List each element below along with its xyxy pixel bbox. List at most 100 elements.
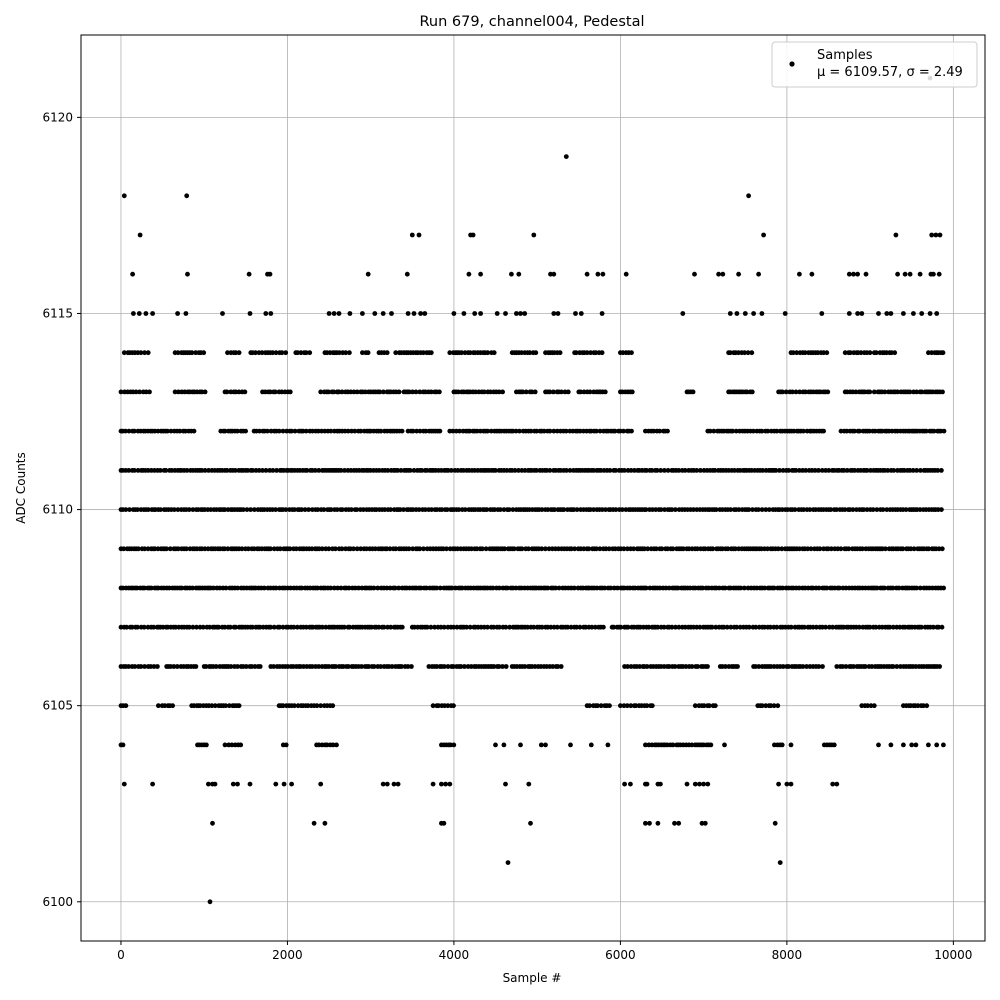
data-point [543,742,548,748]
data-point [727,311,733,316]
data-point [194,624,199,630]
data-point [890,585,896,591]
data-point [589,624,595,630]
data-point [516,468,521,473]
data-point [917,507,923,512]
data-point [337,350,342,356]
data-point [527,350,533,356]
data-point [831,742,837,748]
data-point [532,389,538,395]
data-point [520,389,526,395]
data-point [762,585,767,591]
data-point [733,428,739,434]
data-point [226,703,232,709]
data-point [328,507,334,512]
data-point [568,742,573,748]
data-point [816,585,822,591]
data-point [381,624,387,630]
data-point [759,311,765,316]
data-point [547,428,553,434]
data-point [824,585,830,591]
data-point [649,703,655,709]
data-point [846,311,852,316]
data-point [309,664,315,669]
data-point [721,624,727,630]
data-point [753,624,759,630]
data-point [705,664,710,669]
data-point [240,507,246,512]
data-point [244,507,250,512]
data-point [268,311,274,316]
data-point [280,428,286,434]
data-point [907,468,913,473]
data-point [621,546,627,552]
data-point [168,428,174,434]
data-point [732,468,737,473]
data-point [594,546,599,552]
data-point [303,350,309,356]
data-point [940,389,945,395]
y-tick-label: 6105 [42,699,73,713]
data-point [170,703,176,709]
data-point [273,350,279,356]
data-point [451,624,457,630]
data-point [212,703,218,709]
data-point [473,389,478,395]
data-point [202,468,208,473]
data-point [130,271,136,277]
data-point [887,624,893,630]
data-point [600,271,606,277]
data-point [888,311,894,316]
data-point [765,428,771,434]
data-point [345,428,351,434]
data-point [347,350,352,356]
data-point [312,468,318,473]
data-point [347,311,353,316]
data-point [618,624,624,630]
data-point [331,311,337,316]
data-point [572,546,577,552]
data-point [252,664,258,669]
data-point [734,624,740,630]
data-point [918,468,923,473]
data-point [454,624,460,630]
data-point [459,350,464,356]
data-point [768,703,774,709]
data-point [651,428,656,434]
data-point [243,664,249,669]
data-point [675,585,681,591]
data-point [705,781,711,787]
data-point [222,742,228,748]
data-point [331,585,337,591]
data-point [118,389,124,395]
data-point [931,428,937,434]
data-point [298,350,304,356]
data-point [561,507,567,512]
data-point [449,585,455,591]
data-point [559,389,564,395]
data-point [163,468,169,473]
data-point [690,389,696,395]
data-point [873,350,879,356]
data-point [797,271,802,277]
data-point [351,546,356,552]
data-point [410,389,415,395]
data-point [691,507,696,512]
data-point [670,546,676,552]
data-point [485,428,490,434]
data-point [459,585,465,591]
data-point [295,624,300,630]
data-point [488,389,493,395]
data-point [892,350,898,356]
data-point [629,428,634,434]
data-point [235,664,240,669]
data-point [150,781,156,787]
data-point [481,389,487,395]
data-point [921,703,926,709]
data-point [131,311,136,316]
data-point [326,546,332,552]
data-point [728,507,733,512]
data-point [621,703,627,709]
data-point [936,624,941,630]
